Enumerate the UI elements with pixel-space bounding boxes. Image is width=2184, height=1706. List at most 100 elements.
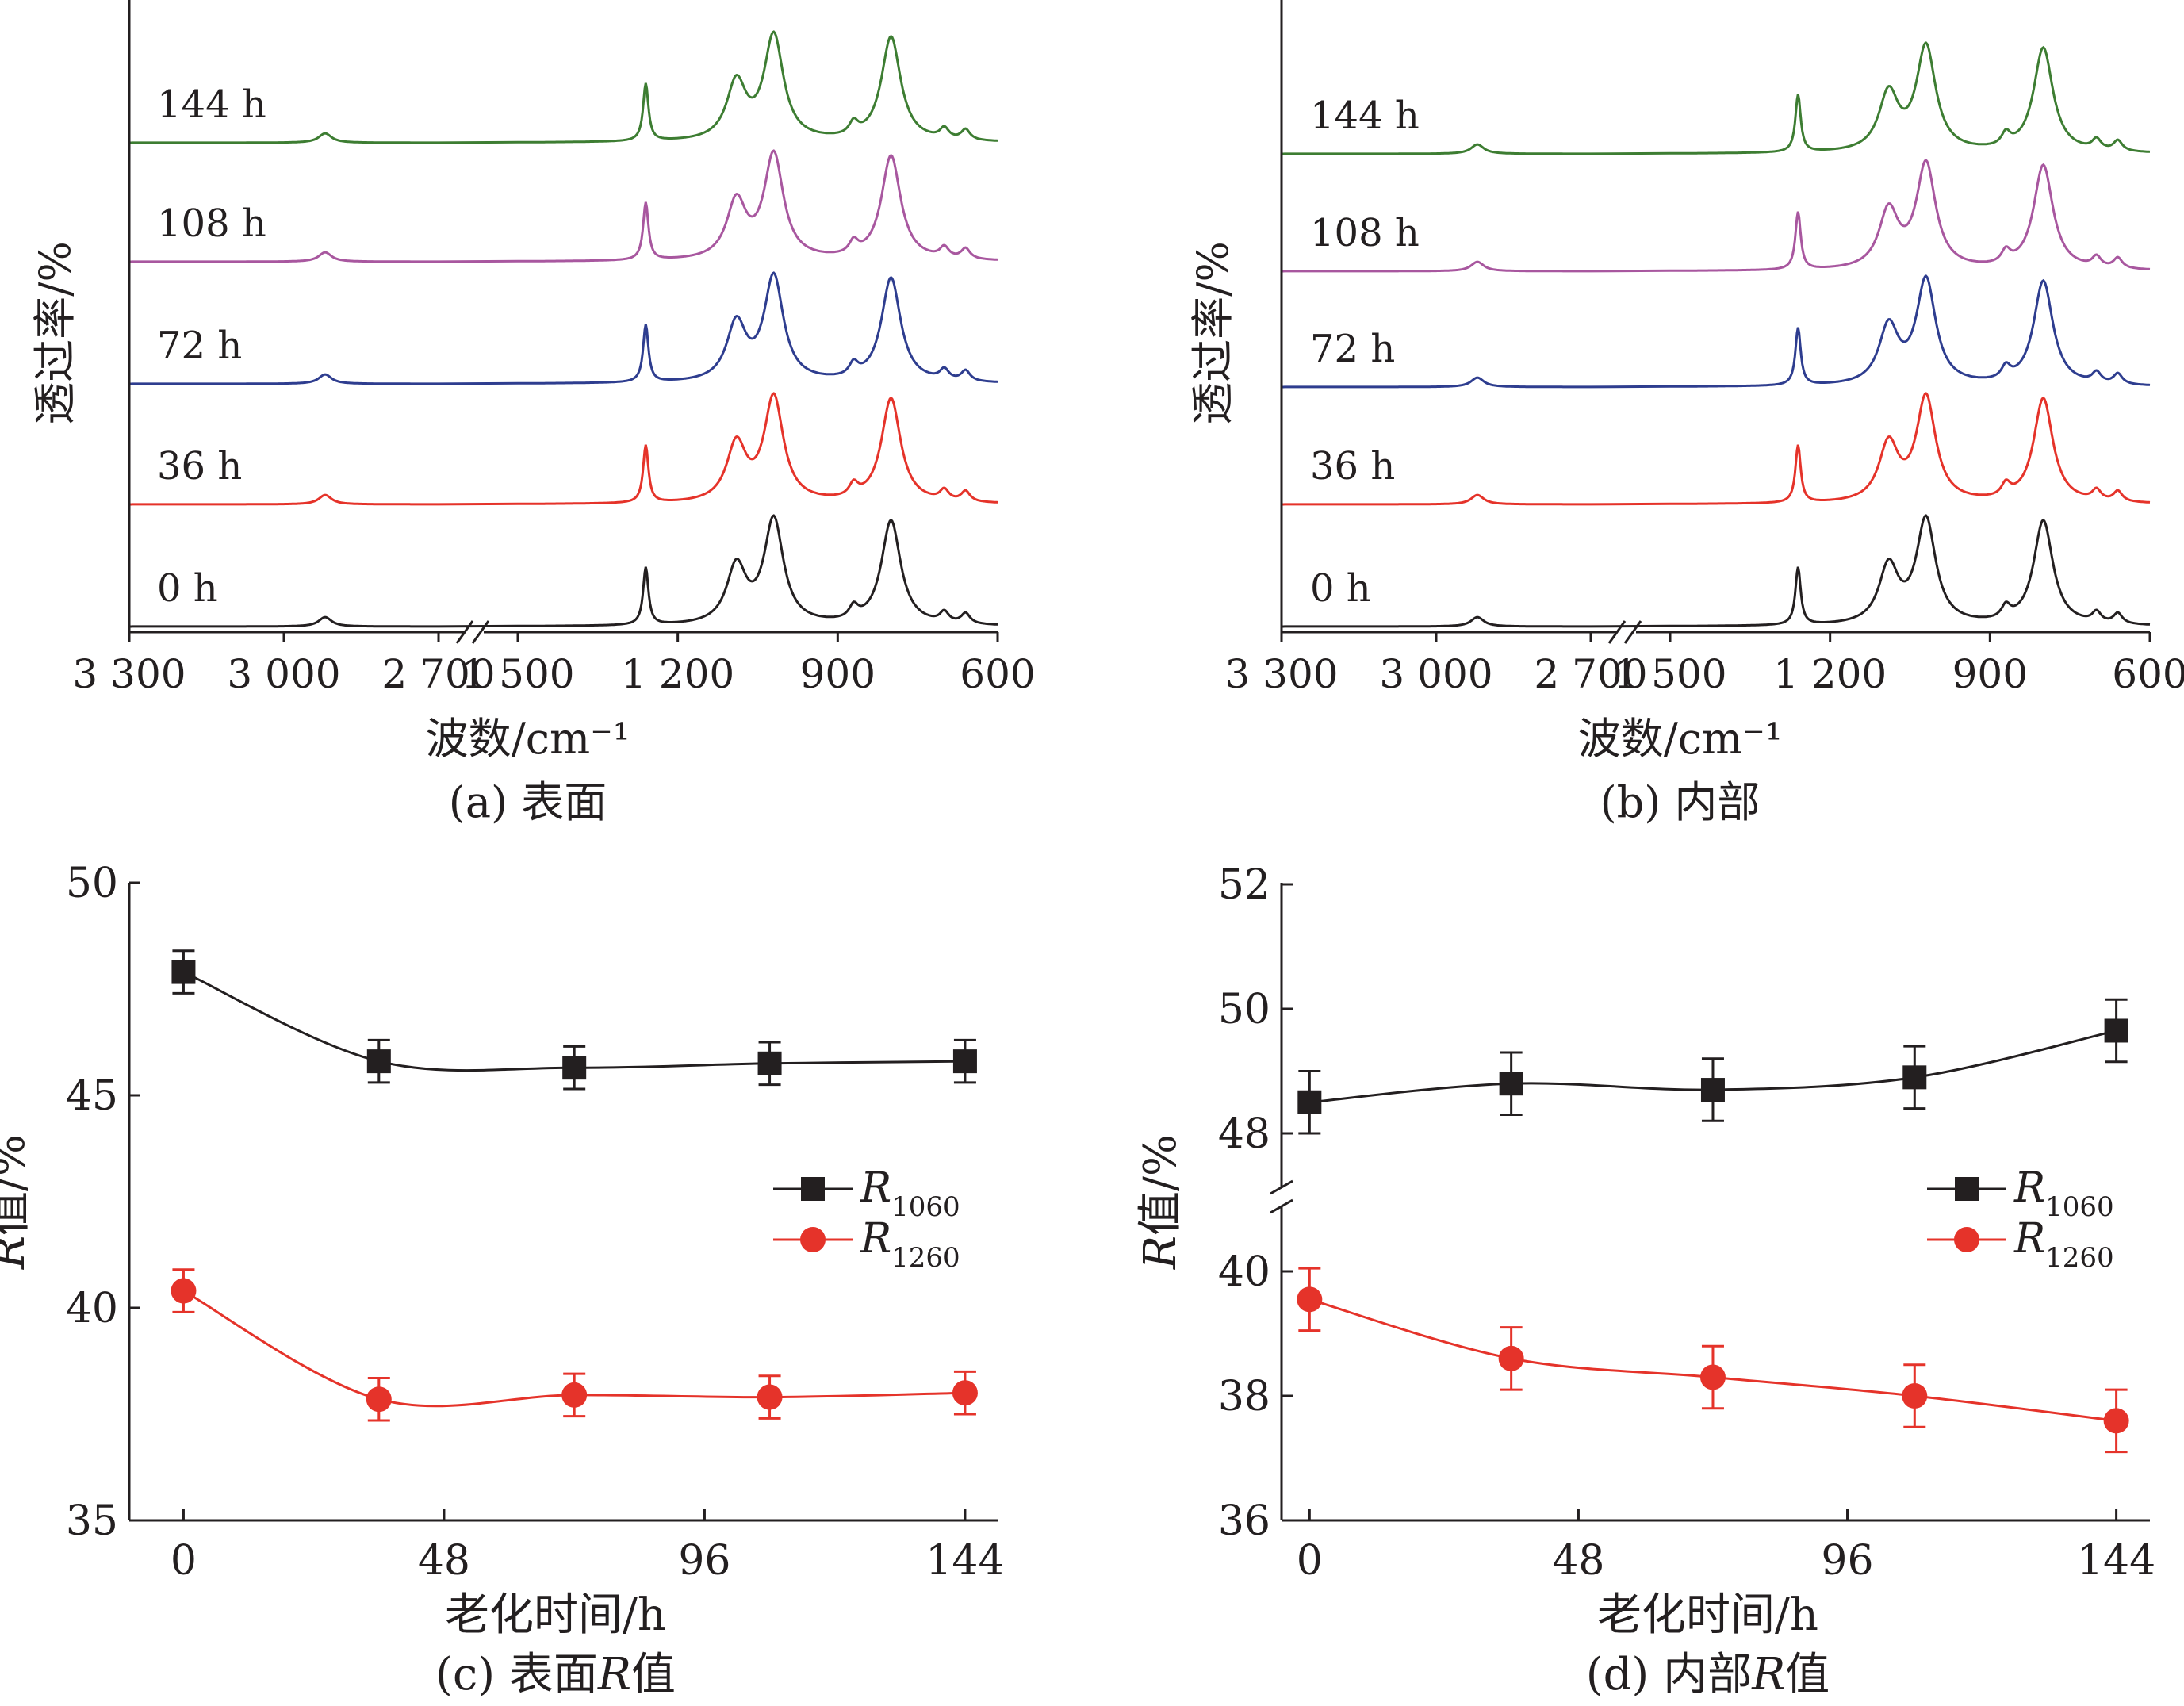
x-axis-label: 波数/cm⁻¹ [426,714,630,764]
y-axis-label: R值/% [1135,1134,1186,1270]
x-tick-label: 3 300 [1224,651,1338,697]
y-tick-label: 52 [1218,861,1270,909]
data-point-R1060 [1902,1065,1927,1090]
y-tick-label: 50 [66,860,118,907]
series-label-0h: 0 h [157,566,218,611]
data-point-R1060 [1499,1072,1523,1096]
series-label-0h: 0 h [1310,566,1371,611]
data-point-R1260 [757,1384,783,1410]
series-label-144h: 144 h [157,82,266,127]
x-axis-break-mark [471,620,490,644]
x-tick-label: 3 000 [1379,651,1492,697]
x-axis-label: 老化时间/h [445,1589,666,1641]
spectrum-line-72h [129,271,998,385]
x-tick-label: 144 [925,1537,1004,1585]
series-label-36h: 36 h [1310,444,1395,489]
x-tick-label: 96 [1821,1537,1873,1585]
series-label-144h: 144 h [1310,94,1420,138]
data-point-R1060 [2104,1018,2128,1043]
data-point-R1260 [1902,1383,1928,1409]
x-tick-label: 1 500 [1613,651,1726,697]
x-tick-label: 0 [1297,1537,1323,1585]
data-point-R1060 [1700,1078,1725,1102]
y-tick-label: 35 [66,1497,118,1545]
x-tick-label: 144 [2077,1537,2155,1585]
y-tick-label: 48 [1218,1110,1270,1158]
series-label-108h: 108 h [1310,211,1420,255]
data-point-R1260 [171,1278,197,1304]
legend-marker-R1260 [800,1227,826,1252]
legend-marker-R1260 [1954,1227,1979,1252]
spectrum-line-108h [1282,159,2151,273]
spectrum-line-108h [129,149,998,263]
data-point-R1060 [757,1051,782,1075]
x-tick-label: 0 [171,1537,197,1585]
y-tick-label: 40 [66,1285,118,1332]
spectrum-line-36h [129,392,998,506]
x-tick-label: 48 [1552,1537,1604,1585]
legend-label-R1060: R1060 [2013,1164,2114,1223]
x-tick-label: 600 [2112,651,2184,697]
x-axis-break-mark [1623,620,1642,644]
data-point-R1260 [1498,1345,1524,1371]
y-axis-label: R值/% [0,1134,35,1270]
data-point-R1060 [366,1049,391,1074]
x-tick-label: 2 700 [381,651,495,697]
x-tick-label: 1 200 [1773,651,1887,697]
spectrum-line-144h [1282,41,2151,155]
spectrum-line-0h [129,514,998,628]
data-point-R1260 [366,1386,392,1413]
data-point-R1260 [2103,1408,2129,1434]
data-point-R1060 [562,1056,587,1080]
y-tick-label: 36 [1218,1497,1270,1545]
y-tick-label: 40 [1218,1248,1270,1296]
series-label-72h: 72 h [1310,327,1395,371]
x-axis-break-mark [455,620,474,644]
data-point-R1060 [952,1049,977,1074]
y-axis-break-mark [1270,1179,1293,1195]
spectrum-line-72h [1282,274,2151,389]
series-label-72h: 72 h [157,324,242,368]
panel-caption: (b) 内部 [1600,777,1761,827]
x-tick-label: 48 [418,1537,470,1585]
y-tick-label: 45 [66,1072,118,1120]
legend-marker-R1060 [1955,1177,1979,1201]
x-tick-label: 96 [678,1537,730,1585]
panel-caption: (d) 内部R值 [1586,1649,1830,1700]
y-axis-label: 透过率/% [30,241,80,425]
data-point-R1260 [561,1382,588,1408]
y-tick-label: 38 [1218,1373,1270,1420]
panel-caption: (c) 表面R值 [435,1649,676,1700]
y-axis-label: 透过率/% [1188,241,1238,425]
series-label-108h: 108 h [157,201,266,246]
x-axis-label: 老化时间/h [1597,1589,1818,1641]
legend-label-R1260: R1260 [860,1215,960,1274]
legend-label-R1260: R1260 [2013,1215,2114,1274]
data-point-R1260 [1297,1286,1323,1313]
panel-caption: (a) 表面 [449,777,607,827]
spectrum-line-0h [1282,514,2151,628]
series-label-36h: 36 h [157,444,242,489]
x-tick-label: 900 [1952,651,2028,697]
y-tick-label: 50 [1218,986,1270,1033]
legend-marker-R1060 [801,1177,825,1201]
x-tick-label: 3 300 [72,651,186,697]
spectrum-line-144h [129,30,998,144]
x-tick-label: 600 [960,651,1035,697]
x-axis-break-mark [1607,620,1627,644]
x-tick-label: 900 [800,651,876,697]
x-tick-label: 1 200 [621,651,734,697]
x-tick-label: 2 700 [1534,651,1647,697]
y-axis-break-mark [1270,1198,1293,1214]
x-tick-label: 1 500 [461,651,574,697]
data-point-R1260 [952,1380,978,1406]
x-axis-label: 波数/cm⁻¹ [1578,714,1783,764]
legend-label-R1060: R1060 [860,1164,960,1223]
data-point-R1060 [171,960,196,984]
data-point-R1260 [1699,1364,1726,1390]
